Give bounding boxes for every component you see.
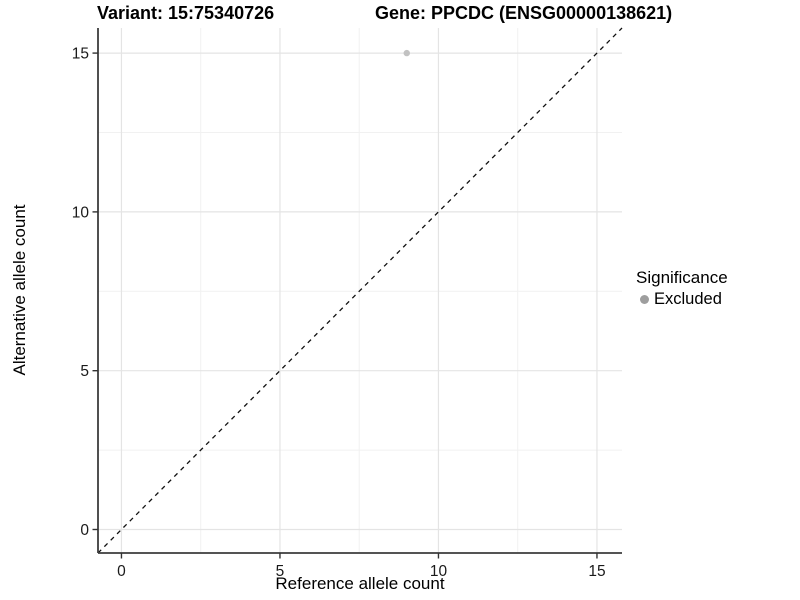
y-axis-title: Alternative allele count — [10, 204, 29, 376]
x-tick-label: 0 — [117, 563, 126, 580]
legend-item-excluded: Excluded — [636, 290, 728, 309]
identity-reference-line — [97, 27, 623, 554]
data-point — [403, 49, 410, 57]
x-tick-label: 10 — [430, 563, 448, 580]
y-tick-label: 15 — [72, 46, 89, 63]
x-tick-label: 15 — [588, 563, 605, 580]
variant-title: Variant: 15:75340726 — [97, 3, 275, 23]
legend-item-label: Excluded — [654, 290, 722, 308]
legend-title: Significance — [636, 268, 728, 287]
x-tick-label: 5 — [276, 563, 285, 580]
gene-title: Gene: PPCDC (ENSG00000138621) — [375, 3, 673, 23]
excluded-point-icon — [640, 295, 649, 304]
y-tick-label: 5 — [80, 363, 89, 380]
y-tick-label: 0 — [80, 522, 89, 539]
x-axis-title: Reference allele count — [275, 574, 445, 593]
legend: Significance Excluded — [636, 268, 728, 309]
y-tick-label: 10 — [72, 204, 90, 221]
